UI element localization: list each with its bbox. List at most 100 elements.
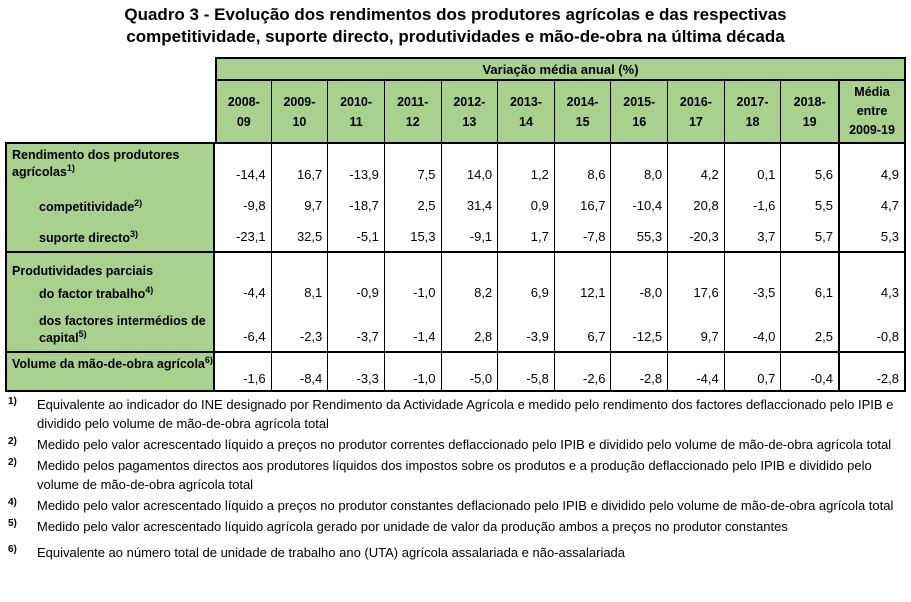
span-header: Variação média anual (%) — [215, 57, 906, 81]
value-cell: -1,6 — [215, 353, 271, 390]
data-column: -1,0 — [384, 351, 442, 392]
year-column-header: 2008-09 — [215, 81, 272, 142]
year-column-header: 2010-11 — [328, 81, 385, 142]
data-column: 0,1 -1,6 3,7 — [724, 142, 782, 251]
value-cell: 0,1 — [725, 144, 781, 189]
year-column-label: 2012-13 — [453, 94, 486, 129]
cell-value: -3,9 — [526, 329, 549, 344]
cell-value: 0,1 — [757, 167, 776, 182]
footnote: 4) Medido pelo valor acrescentado líquido… — [5, 496, 906, 515]
value-cell: -14,4 — [215, 144, 271, 189]
value-cell: -6,4 — [215, 307, 271, 351]
value-cell: 17,6 — [668, 279, 724, 307]
data-column: -4,4 -6,4 — [215, 251, 272, 351]
cell-value: 31,4 — [466, 198, 493, 213]
value-cell: 2,5 — [385, 189, 441, 220]
cell-value: -18,7 — [349, 198, 379, 213]
row-label: do factor trabalho4) — [7, 279, 213, 307]
value-cell: -2,8 — [611, 353, 667, 390]
footnote-text: Equivalente ao indicador do INE designad… — [37, 397, 894, 431]
value-cell: -1,4 — [385, 307, 441, 351]
row-group-labels: Produtividades parciais do factor trabalh… — [5, 251, 215, 351]
table-title-line2: competitividade, suporte directo, produt… — [126, 27, 785, 46]
cell-value: -9,8 — [243, 198, 266, 213]
cell-value: -10,4 — [632, 198, 663, 213]
value-cell: -1,6 — [725, 189, 781, 220]
footnote-ref: 4) — [145, 284, 154, 295]
year-column-label: 2018-19 — [793, 94, 826, 129]
avg-column-header: Média entre 2009-19 — [838, 81, 906, 142]
cell-value: 4,2 — [700, 167, 719, 182]
year-column-label: 2015-16 — [623, 94, 656, 129]
data-column: 4,2 20,8 -20,3 — [668, 142, 725, 251]
value-spacer — [668, 253, 724, 279]
data-column: -1,0 -1,4 — [384, 251, 442, 351]
footnote: 2) Medido pelo valor acrescentado líquido… — [5, 435, 906, 454]
row-label-name: Volume da mão-de-obra agrícola — [12, 357, 205, 371]
value-cell: 32,5 — [272, 220, 328, 251]
footnote-ref: 2) — [134, 197, 143, 208]
data-column: 8,2 2,8 — [441, 251, 499, 351]
value-cell: -3,9 — [498, 307, 554, 351]
cell-value: -0,8 — [876, 329, 899, 344]
cell-value: -3,5 — [752, 285, 776, 300]
cell-value: 5,3 — [880, 229, 899, 244]
cell-value: -12,5 — [632, 329, 663, 344]
value-cell: 0,9 — [498, 189, 554, 220]
row-label-name: do factor trabalho — [39, 287, 146, 301]
data-column: 6,1 2,5 — [781, 251, 838, 351]
footnote-text: Medido pelo valor acrescentado líquido a… — [37, 437, 892, 452]
data-column: -0,4 — [781, 351, 838, 392]
cell-value: 0,9 — [530, 198, 549, 213]
data-column: 0,7 — [724, 351, 782, 392]
cell-value: -5,8 — [526, 371, 549, 386]
cell-value: -4,4 — [243, 285, 266, 300]
cell-value: 8,6 — [587, 167, 606, 182]
footnote: 2) Medido pelos pagamentos directos aos p… — [5, 456, 906, 494]
value-cell: -9,8 — [215, 189, 271, 220]
value-cell: -10,4 — [611, 189, 667, 220]
cell-value: 1,7 — [530, 229, 549, 244]
footnote-text: Medido pelo valor acrescentado líquido a… — [37, 498, 894, 513]
avg-column-label: Média entre 2009-19 — [849, 85, 895, 137]
cell-value: -3,3 — [356, 371, 379, 386]
value-spacer — [840, 253, 904, 279]
cell-value: 4,9 — [880, 167, 899, 182]
value-cell: 4,2 — [668, 144, 724, 189]
data-column: 17,6 9,7 — [668, 251, 725, 351]
value-cell: 4,9 — [840, 144, 904, 189]
data-column: -13,9 -18,7 -5,1 — [328, 142, 385, 251]
data-column: -4,4 — [668, 351, 725, 392]
value-cell: -0,8 — [840, 307, 904, 351]
data-column: 8,6 16,7 -7,8 — [554, 142, 612, 251]
cell-value: -4,4 — [696, 371, 719, 386]
data-column: -2,8 — [838, 351, 906, 392]
cell-value: -23,1 — [235, 229, 266, 244]
cell-value: -5,1 — [356, 229, 379, 244]
data-column: -3,3 — [328, 351, 385, 392]
year-column-header: 2012-13 — [441, 81, 499, 142]
value-cell: 16,7 — [272, 144, 328, 189]
value-cell: -12,5 — [611, 307, 667, 351]
value-cell: 9,7 — [668, 307, 724, 351]
cell-value: 9,7 — [304, 198, 323, 213]
cell-value: -7,8 — [583, 229, 606, 244]
value-cell: 8,6 — [555, 144, 611, 189]
value-cell: 5,3 — [840, 220, 904, 251]
value-cell: 16,7 — [555, 189, 611, 220]
cell-value: 4,3 — [880, 285, 899, 300]
data-column: 6,9 -3,9 — [498, 251, 555, 351]
cell-value: 16,7 — [580, 198, 606, 213]
footnote: 1) Equivalente ao indicador do INE design… — [5, 395, 906, 433]
value-spacer — [385, 253, 441, 279]
data-column: 7,5 2,5 15,3 — [384, 142, 442, 251]
data-column: 12,1 6,7 — [554, 251, 612, 351]
footnote-marker: 1) — [8, 396, 17, 407]
value-cell: 0,7 — [725, 353, 781, 390]
footnotes-section: 1) Equivalente ao indicador do INE design… — [5, 395, 906, 564]
value-cell: 12,1 — [555, 279, 611, 307]
data-column: 5,6 5,5 5,7 — [781, 142, 838, 251]
cell-value: 2,5 — [417, 198, 436, 213]
cell-value: 0,7 — [757, 371, 776, 386]
